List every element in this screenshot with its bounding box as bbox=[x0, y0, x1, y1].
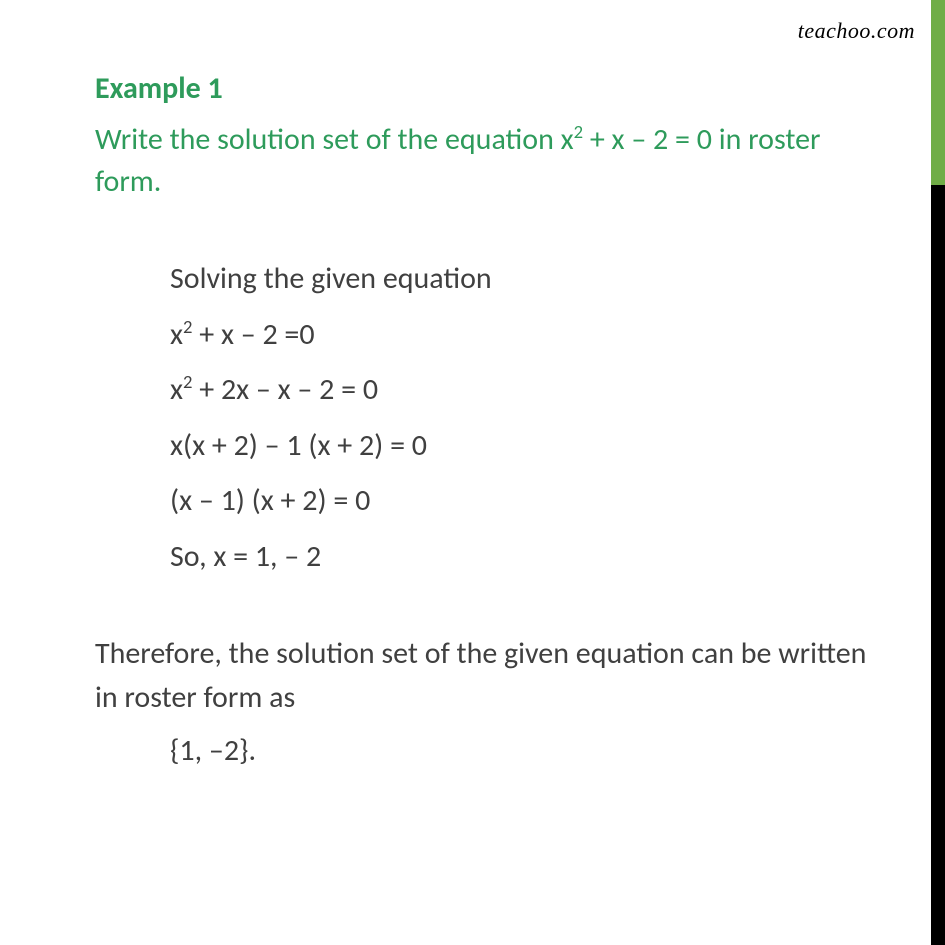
final-answer: {1, –2}. bbox=[95, 727, 875, 775]
solution-step-3: x(x + 2) – 1 (x + 2) = 0 bbox=[170, 418, 875, 474]
step1-pre: x bbox=[170, 316, 183, 353]
question-text: Write the solution set of the equation x… bbox=[95, 119, 875, 203]
step2-pre: x bbox=[170, 371, 183, 408]
conclusion-text: Therefore, the solution set of the given… bbox=[95, 632, 875, 719]
solution-step-5: So, x = 1, – 2 bbox=[170, 529, 875, 585]
border-accent-bottom bbox=[931, 185, 945, 945]
solution-step-4: (x – 1) (x + 2) = 0 bbox=[170, 473, 875, 529]
step1-post: + x – 2 =0 bbox=[192, 316, 314, 353]
border-accent-top bbox=[931, 0, 945, 185]
solution-block: Solving the given equation x2 + x – 2 =0… bbox=[95, 251, 875, 584]
watermark: teachoo.com bbox=[798, 18, 915, 44]
solution-step-2: x2 + 2x – x – 2 = 0 bbox=[170, 362, 875, 418]
question-exponent: 2 bbox=[574, 120, 583, 143]
content-area: Example 1 Write the solution set of the … bbox=[0, 0, 945, 775]
example-title: Example 1 bbox=[95, 70, 875, 107]
step2-post: + 2x – x – 2 = 0 bbox=[192, 371, 378, 408]
solution-step-1: x2 + x – 2 =0 bbox=[170, 307, 875, 363]
question-pre: Write the solution set of the equation x bbox=[95, 121, 574, 158]
solution-intro: Solving the given equation bbox=[170, 251, 875, 307]
